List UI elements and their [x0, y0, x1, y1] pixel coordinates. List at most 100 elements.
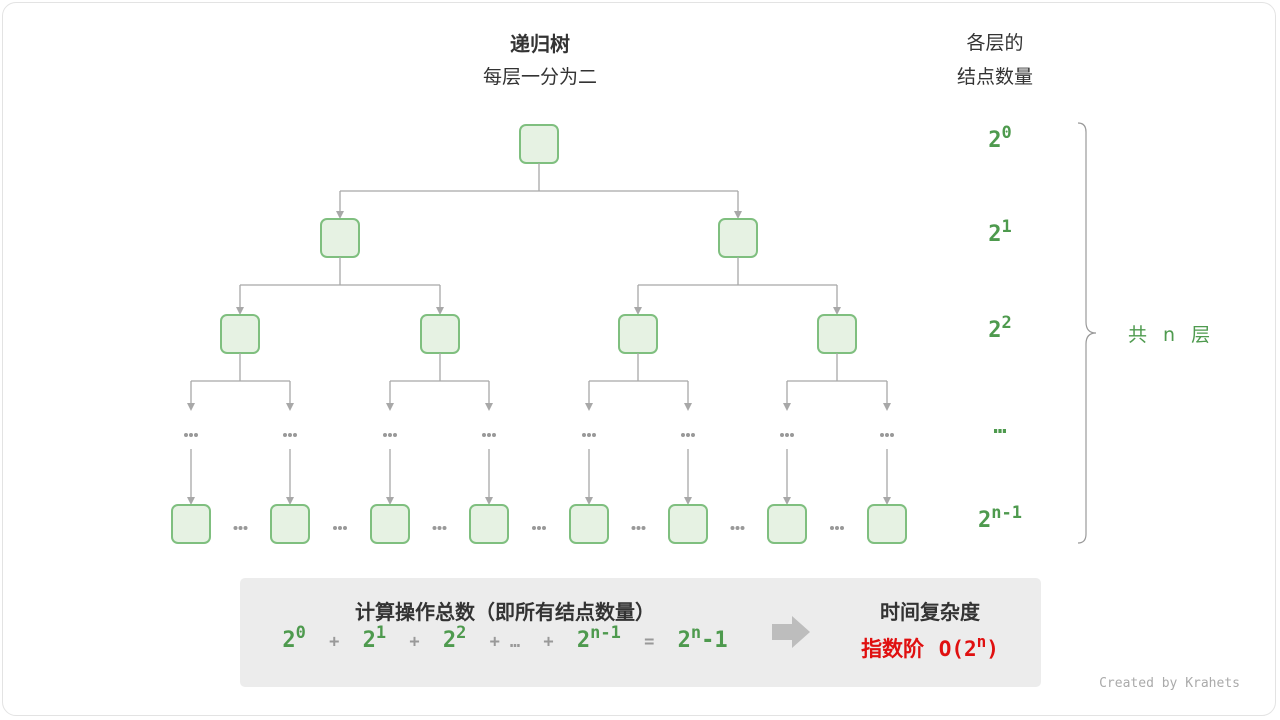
dots: … — [509, 632, 521, 652]
ellipsis-dots — [587, 433, 591, 437]
tree-node — [171, 504, 211, 544]
level-count-ellipsis: … — [940, 414, 1060, 439]
leaf-ellipsis-dots — [238, 526, 243, 530]
leaf-ellipsis-dots — [243, 526, 248, 530]
tree-node — [220, 314, 260, 354]
term: 2 — [576, 628, 591, 653]
layers-label: 共 n 层 — [1128, 324, 1213, 346]
ops-formula: 20 + 21 + 22 +… + 2n-1 = 2n-1 — [240, 625, 770, 654]
arrowhead-icon — [783, 497, 791, 505]
complexity-title: 时间复杂度 — [880, 600, 980, 624]
arrowhead-icon — [187, 497, 195, 505]
arrowhead-icon — [386, 497, 394, 505]
ellipsis-dots — [686, 433, 690, 437]
complexity-value: 指数阶 O(2n) — [820, 633, 1040, 663]
term: 2 — [442, 628, 457, 653]
arrowhead-icon — [336, 211, 344, 219]
summary-panel: 计算操作总数（即所有结点数量） 20 + 21 + 22 +… + 2n-1 =… — [240, 578, 1041, 687]
arrowhead-icon — [734, 211, 742, 219]
leaf-ellipsis-dots — [840, 526, 844, 530]
ellipsis-dots — [293, 433, 297, 437]
arrowhead-icon — [634, 307, 642, 315]
exp: 0 — [295, 623, 306, 643]
ellipsis-dots — [890, 433, 894, 437]
count-base: … — [993, 414, 1007, 439]
count-header-line1: 各层的 — [966, 32, 1024, 54]
equals: = — [644, 632, 655, 652]
ellipsis-dots — [492, 433, 496, 437]
arrowhead-icon — [236, 307, 244, 315]
tree-node — [618, 314, 658, 354]
result-exp: n — [690, 623, 702, 643]
diagram-subtitle: 每层一分为二 — [482, 66, 597, 88]
leaf-ellipsis-dots — [437, 526, 442, 530]
ellipsis-dots — [790, 433, 794, 437]
arrowhead-icon — [684, 403, 692, 411]
arrow-right-icon — [772, 616, 810, 648]
arrowhead-icon — [883, 403, 891, 411]
leaf-ellipsis-dots — [735, 526, 740, 530]
arrowhead-icon — [286, 403, 294, 411]
arrowhead-icon — [286, 497, 294, 505]
ellipsis-dots — [194, 433, 198, 437]
ellipsis-dots — [880, 433, 884, 437]
tree-node — [718, 218, 758, 258]
leaf-ellipsis-dots — [542, 526, 546, 530]
level-count-last: 2n-1 — [940, 505, 1060, 534]
ellipsis-dots — [184, 433, 188, 437]
ellipsis-dots — [487, 433, 491, 437]
count-exp: n-1 — [991, 503, 1022, 523]
tree-node — [420, 314, 460, 354]
leaf-ellipsis-dots — [830, 526, 834, 530]
count-base: 2 — [988, 222, 1002, 247]
tree-node — [469, 504, 509, 544]
tree-node — [370, 504, 410, 544]
exp: 1 — [375, 623, 387, 643]
arrowhead-icon — [585, 497, 593, 505]
term: 2 — [282, 628, 296, 653]
leaf-ellipsis-dots — [631, 526, 636, 530]
ellipsis-dots — [780, 433, 784, 437]
arrowhead-icon — [833, 307, 841, 315]
leaf-ellipsis-dots — [740, 526, 745, 530]
diagram-title: 递归树 — [510, 32, 570, 56]
count-base: 2 — [988, 128, 1002, 153]
leaf-ellipsis-dots — [835, 526, 839, 530]
ellipsis-dots — [691, 433, 695, 437]
plus: + — [409, 632, 420, 652]
result-tail: -1 — [701, 628, 728, 653]
plus: + — [329, 632, 340, 652]
plus: + — [543, 632, 554, 652]
leaf-ellipsis-dots — [641, 526, 646, 530]
arrowhead-icon — [684, 497, 692, 505]
ellipsis-dots — [388, 433, 392, 437]
level-count-2: 22 — [940, 315, 1060, 344]
tree-node — [767, 504, 807, 544]
arrowhead-icon — [585, 403, 593, 411]
tree-node — [519, 124, 559, 164]
tree-node — [569, 504, 609, 544]
leaf-ellipsis-dots — [343, 526, 347, 530]
ellipsis-dots — [189, 433, 193, 437]
ellipsis-dots — [885, 433, 889, 437]
count-header-line2: 结点数量 — [956, 66, 1033, 88]
count-exp: 1 — [1001, 217, 1012, 237]
level-count-0: 20 — [940, 125, 1060, 154]
big-o-exp: n — [976, 632, 987, 651]
ellipsis-dots — [383, 433, 387, 437]
ellipsis-dots — [785, 433, 789, 437]
level-count-1: 21 — [940, 219, 1060, 248]
arrowhead-icon — [783, 403, 791, 411]
arrowhead-icon — [187, 403, 195, 411]
arrowhead-icon — [386, 403, 394, 411]
leaf-ellipsis-dots — [233, 526, 238, 530]
leaf-ellipsis-dots — [338, 526, 342, 530]
count-exp: 2 — [1001, 313, 1012, 333]
count-base: 2 — [988, 318, 1002, 343]
credit: Created by Krahets — [1099, 676, 1240, 691]
tree-node — [817, 314, 857, 354]
term: 2 — [362, 628, 376, 653]
leaf-ellipsis-dots — [537, 526, 541, 530]
